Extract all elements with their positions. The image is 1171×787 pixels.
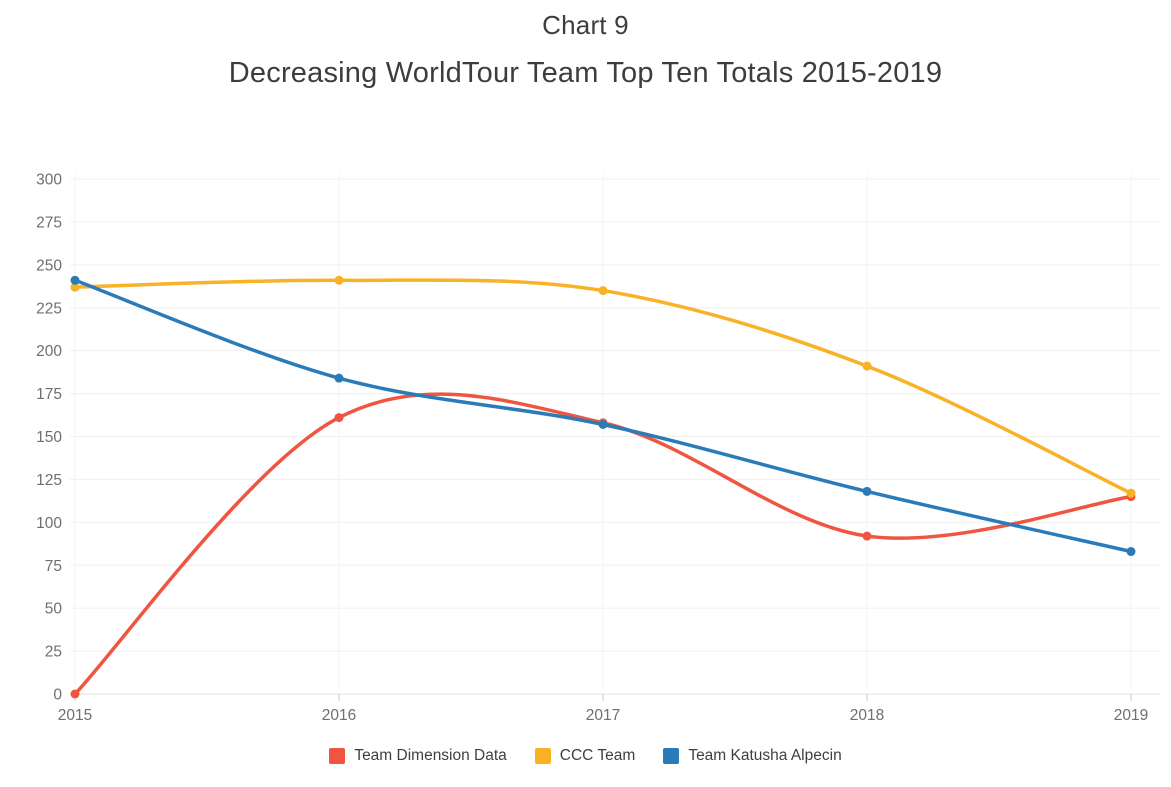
legend-swatch-team-dimension-data: [329, 748, 346, 764]
data-point-ccc-team: [862, 361, 872, 371]
data-point-team-katusha-alpecin: [70, 275, 80, 285]
y-tick-label: 100: [36, 515, 62, 532]
chart-header: Chart 9 Decreasing WorldTour Team Top Te…: [0, 0, 1171, 90]
series-dots: [70, 275, 1136, 699]
legend-swatch-team-katusha-alpecin: [663, 748, 680, 764]
legend-label: Team Dimension Data: [354, 747, 507, 764]
x-tick-label: 2017: [586, 707, 620, 724]
data-point-team-dimension-data: [862, 531, 872, 541]
chart-subtitle: Decreasing WorldTour Team Top Ten Totals…: [228, 57, 943, 89]
data-point-ccc-team: [598, 286, 608, 296]
data-point-ccc-team: [1126, 488, 1136, 498]
chart-title: Chart 9: [542, 10, 629, 40]
data-point-team-katusha-alpecin: [1126, 547, 1136, 557]
y-tick-label: 200: [36, 343, 62, 360]
data-point-ccc-team: [70, 282, 80, 292]
data-point-ccc-team: [334, 275, 344, 285]
x-tick-label: 2015: [58, 707, 92, 724]
legend-swatch-ccc-team: [534, 748, 551, 764]
legend-item-team-dimension-data: Team Dimension Data: [329, 747, 507, 765]
data-point-team-dimension-data: [334, 413, 344, 423]
y-tick-label: 75: [45, 558, 62, 575]
legend-label: CCC Team: [559, 747, 636, 764]
chart-legend: Team Dimension Data CCC Team Team Katusha …: [0, 747, 1171, 765]
y-tick-label: 125: [36, 472, 62, 489]
y-tick-label: 300: [36, 172, 62, 189]
y-tick-label: 275: [36, 214, 62, 231]
y-tick-label: 25: [45, 644, 62, 661]
x-tick-label: 2018: [850, 707, 884, 724]
x-tick-label: 2016: [322, 707, 356, 724]
data-point-team-dimension-data: [70, 689, 80, 699]
y-tick-label: 250: [36, 257, 62, 274]
legend-item-ccc-team: CCC Team: [534, 747, 636, 765]
legend-item-team-katusha-alpecin: Team Katusha Alpecin: [663, 747, 842, 765]
y-tick-label: 175: [36, 386, 62, 403]
x-tick-label: 2019: [1114, 707, 1148, 724]
legend-label: Team Katusha Alpecin: [688, 747, 842, 764]
y-axis: 0 25 50 75 100 125 150 175 200 225 250 275 300: [36, 172, 1160, 704]
data-point-team-katusha-alpecin: [598, 419, 608, 429]
y-tick-label: 0: [53, 687, 62, 704]
y-tick-label: 50: [45, 601, 63, 618]
y-tick-label: 225: [36, 300, 62, 317]
data-point-team-katusha-alpecin: [334, 373, 344, 383]
x-axis: 2015 2016 2017 2018 2019: [58, 172, 1148, 724]
data-point-team-katusha-alpecin: [862, 486, 872, 496]
y-tick-label: 150: [36, 429, 62, 446]
